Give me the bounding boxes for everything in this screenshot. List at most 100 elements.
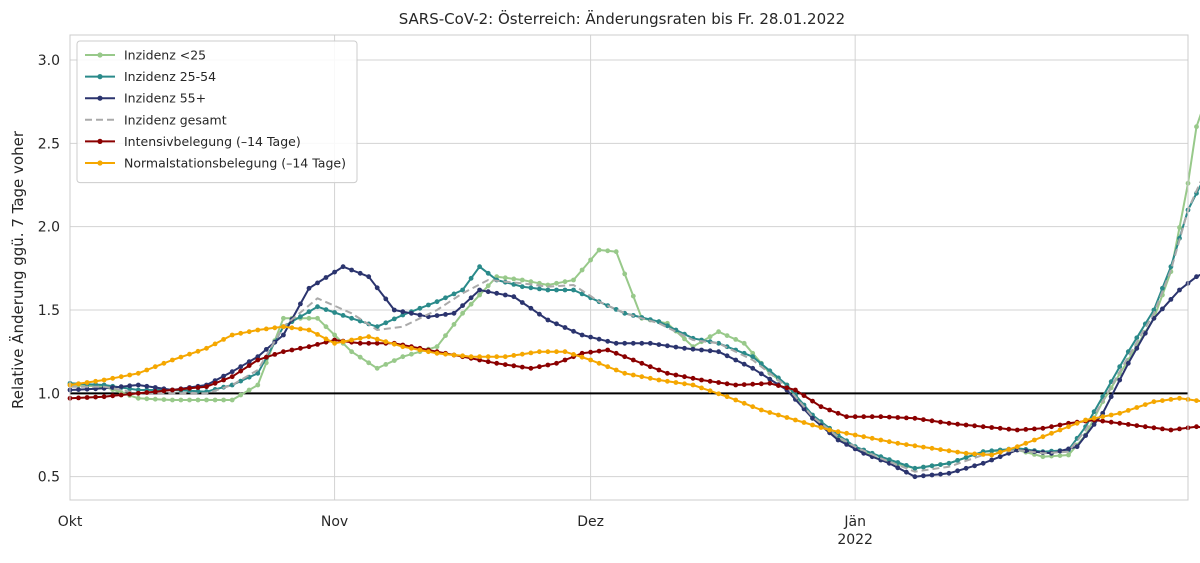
data-point — [767, 376, 773, 382]
data-point — [127, 391, 133, 397]
data-point — [921, 473, 926, 479]
y-tick-label: 3.0 — [38, 53, 60, 69]
data-point — [485, 283, 491, 289]
data-point — [904, 463, 909, 468]
data-point — [255, 382, 261, 388]
data-point — [861, 434, 867, 440]
data-point — [1057, 453, 1063, 458]
data-point — [127, 372, 133, 378]
data-point — [1151, 399, 1157, 405]
data-point — [502, 275, 508, 281]
data-point — [596, 336, 602, 342]
data-point — [1074, 444, 1080, 450]
data-point — [315, 342, 320, 347]
data-point — [1066, 452, 1071, 458]
data-point — [298, 301, 303, 307]
data-point — [750, 404, 756, 410]
series-line — [69, 325, 1200, 456]
data-point — [955, 468, 960, 474]
data-point — [579, 350, 585, 356]
data-point — [750, 365, 756, 371]
data-point — [750, 381, 756, 387]
legend: Inzidenz <25 Inzidenz 25-54 Inzidenz 55+ In… — [76, 40, 358, 184]
data-point — [904, 442, 909, 447]
data-point — [921, 464, 926, 470]
data-point — [869, 414, 875, 420]
data-point — [1168, 397, 1174, 402]
data-point — [255, 327, 261, 333]
data-point — [784, 415, 790, 420]
legend-marker — [97, 74, 103, 80]
data-point — [1006, 447, 1012, 452]
data-point — [963, 422, 969, 428]
data-point — [443, 295, 448, 301]
x-tick-label: Okt — [58, 514, 83, 530]
x-tick-label: Dez — [577, 514, 604, 530]
series-line — [70, 180, 1200, 473]
series-line — [69, 265, 1200, 478]
data-point — [391, 307, 397, 313]
data-point — [135, 395, 141, 401]
y-tick-label: 1.0 — [38, 386, 60, 402]
data-point — [665, 370, 670, 376]
data-point — [281, 332, 286, 338]
data-point — [724, 381, 730, 387]
data-point — [733, 382, 739, 388]
data-point — [750, 350, 756, 356]
data-point — [1134, 335, 1140, 341]
data-point — [468, 275, 474, 281]
data-point — [110, 393, 116, 399]
data-point — [528, 285, 534, 291]
data-point — [912, 443, 918, 449]
data-point — [417, 347, 423, 353]
data-point — [443, 351, 448, 357]
data-point — [221, 397, 227, 403]
data-point — [545, 317, 551, 323]
data-point — [554, 280, 559, 286]
data-point — [741, 340, 747, 346]
data-point — [357, 270, 363, 276]
data-point — [1023, 440, 1029, 446]
data-point — [187, 385, 192, 391]
data-point — [938, 419, 943, 425]
legend-item: Normalstationsbelegung (–14 Tage) — [85, 156, 346, 171]
data-point — [101, 394, 107, 400]
data-point — [801, 393, 807, 398]
data-point — [374, 365, 380, 371]
data-point — [263, 354, 269, 360]
data-point — [204, 345, 209, 351]
data-point — [1134, 423, 1140, 428]
data-point — [315, 304, 320, 310]
y-axis-ticks: 0.5 1.0 1.5 2.0 2.5 3.0 — [38, 53, 60, 486]
data-point — [263, 347, 269, 352]
data-point — [135, 382, 141, 388]
data-point — [323, 307, 329, 312]
data-point — [1091, 409, 1097, 415]
legend-label: Normalstationsbelegung (–14 Tage) — [124, 156, 346, 171]
data-point — [315, 315, 320, 321]
legend-label: Inzidenz 55+ — [124, 91, 206, 106]
data-point — [554, 360, 559, 366]
data-point — [707, 378, 713, 384]
data-point — [1160, 306, 1165, 312]
data-point — [827, 427, 832, 433]
data-point — [1100, 414, 1106, 420]
data-point — [921, 444, 926, 450]
y-tick-label: 0.5 — [38, 470, 60, 486]
data-point — [622, 340, 628, 346]
data-point — [178, 386, 184, 392]
data-point — [596, 348, 602, 354]
data-point — [1117, 410, 1123, 416]
data-point — [400, 354, 406, 360]
data-point — [596, 360, 602, 366]
data-point — [886, 457, 892, 462]
data-point — [519, 277, 525, 283]
data-point — [443, 333, 448, 338]
data-point — [374, 336, 380, 342]
data-point — [929, 445, 935, 451]
data-point — [656, 342, 662, 347]
data-point — [912, 415, 918, 421]
legend-marker — [97, 95, 103, 101]
data-point — [383, 296, 389, 302]
data-point — [494, 354, 500, 360]
